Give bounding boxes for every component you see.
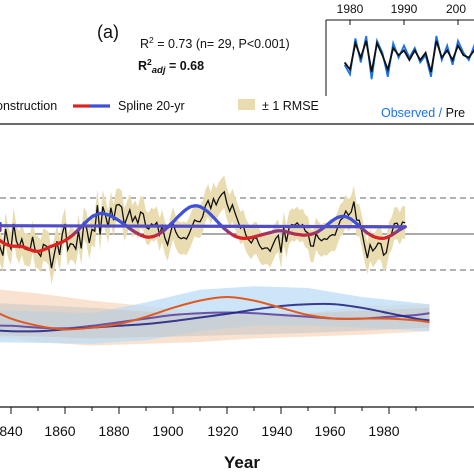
legend-rmse-swatch [238,99,255,110]
spline-segment [0,224,407,229]
x-tick-label: 1960 [314,423,345,439]
reconstruction-line [0,190,406,269]
x-tick-label: 1980 [368,423,399,439]
inset-observed-line [343,35,474,80]
spline-line [0,204,407,253]
x-tick-label: 1880 [98,423,129,439]
panel-label: (a) [97,22,119,42]
inset-tick-label: 1980 [337,2,364,16]
lower-panel [0,286,430,346]
inset-predicted-label: Pre [446,106,466,120]
x-tick-label: 840 [0,423,23,439]
inset-predicted-line [343,39,474,73]
legend-spline-label: Spline 20-yr [118,99,185,113]
r-squared-stat: R2 = 0.73 (n= 29, P<0.001) [140,35,290,51]
inset-observed-label: Observed [381,106,435,120]
r-squared-adjusted-stat: R2adj = 0.68 [138,57,204,76]
x-axis-ticks [10,407,417,414]
r2-prefix: R [140,37,149,51]
inset-legend: Observed / Pre [381,106,465,120]
lower-gray-band [0,303,430,339]
inset-chart: 1980 1990 200 Observed / Pre [325,2,474,120]
legend-reconstruction-label: onstruction [0,99,57,113]
inset-separator: / [435,106,445,120]
x-axis-title: Year [224,453,260,472]
inset-tick-label: 200 [446,2,466,16]
x-tick-label: 1860 [44,423,75,439]
r2-rest: = 0.73 (n= 29, P<0.001) [154,37,290,51]
lower-orange-line [0,295,430,331]
r2adj-subscript: adj [152,65,166,76]
r2adj-exponent: 2 [147,57,152,67]
x-tick-label: 1900 [152,423,183,439]
legend-rmse-label: ± 1 RMSE [262,99,319,113]
legend: onstruction Spline 20-yr ± 1 RMSE [0,99,319,113]
x-tick-label: 1920 [207,423,238,439]
inset-tick-label: 1990 [391,2,418,16]
rmse-band [0,175,406,285]
r2-exponent: 2 [149,35,154,45]
r2adj-prefix: R [138,59,147,73]
r2adj-rest: = 0.68 [166,59,205,73]
x-tick-label: 1940 [261,423,292,439]
